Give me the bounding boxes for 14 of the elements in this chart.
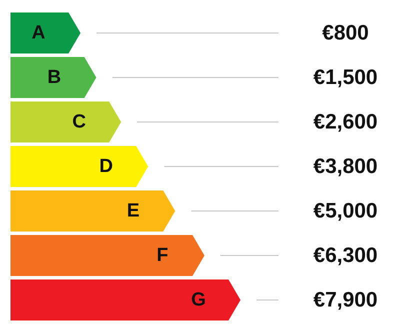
- category-label: D: [99, 156, 113, 177]
- data-label: €2,600: [313, 110, 378, 134]
- data-label: €800: [322, 22, 369, 44]
- data-label: €7,900: [313, 288, 378, 312]
- category-label: E: [126, 200, 140, 222]
- data-label: €6,300: [313, 244, 378, 267]
- data-label: €1,500: [313, 66, 378, 89]
- category-label: F: [156, 245, 168, 266]
- category-label: A: [32, 22, 46, 44]
- data-label: €5,000: [313, 200, 378, 222]
- category-label: G: [191, 290, 206, 310]
- data-label: €3,800: [313, 155, 378, 178]
- category-label: C: [72, 112, 86, 132]
- category-label: B: [47, 67, 62, 88]
